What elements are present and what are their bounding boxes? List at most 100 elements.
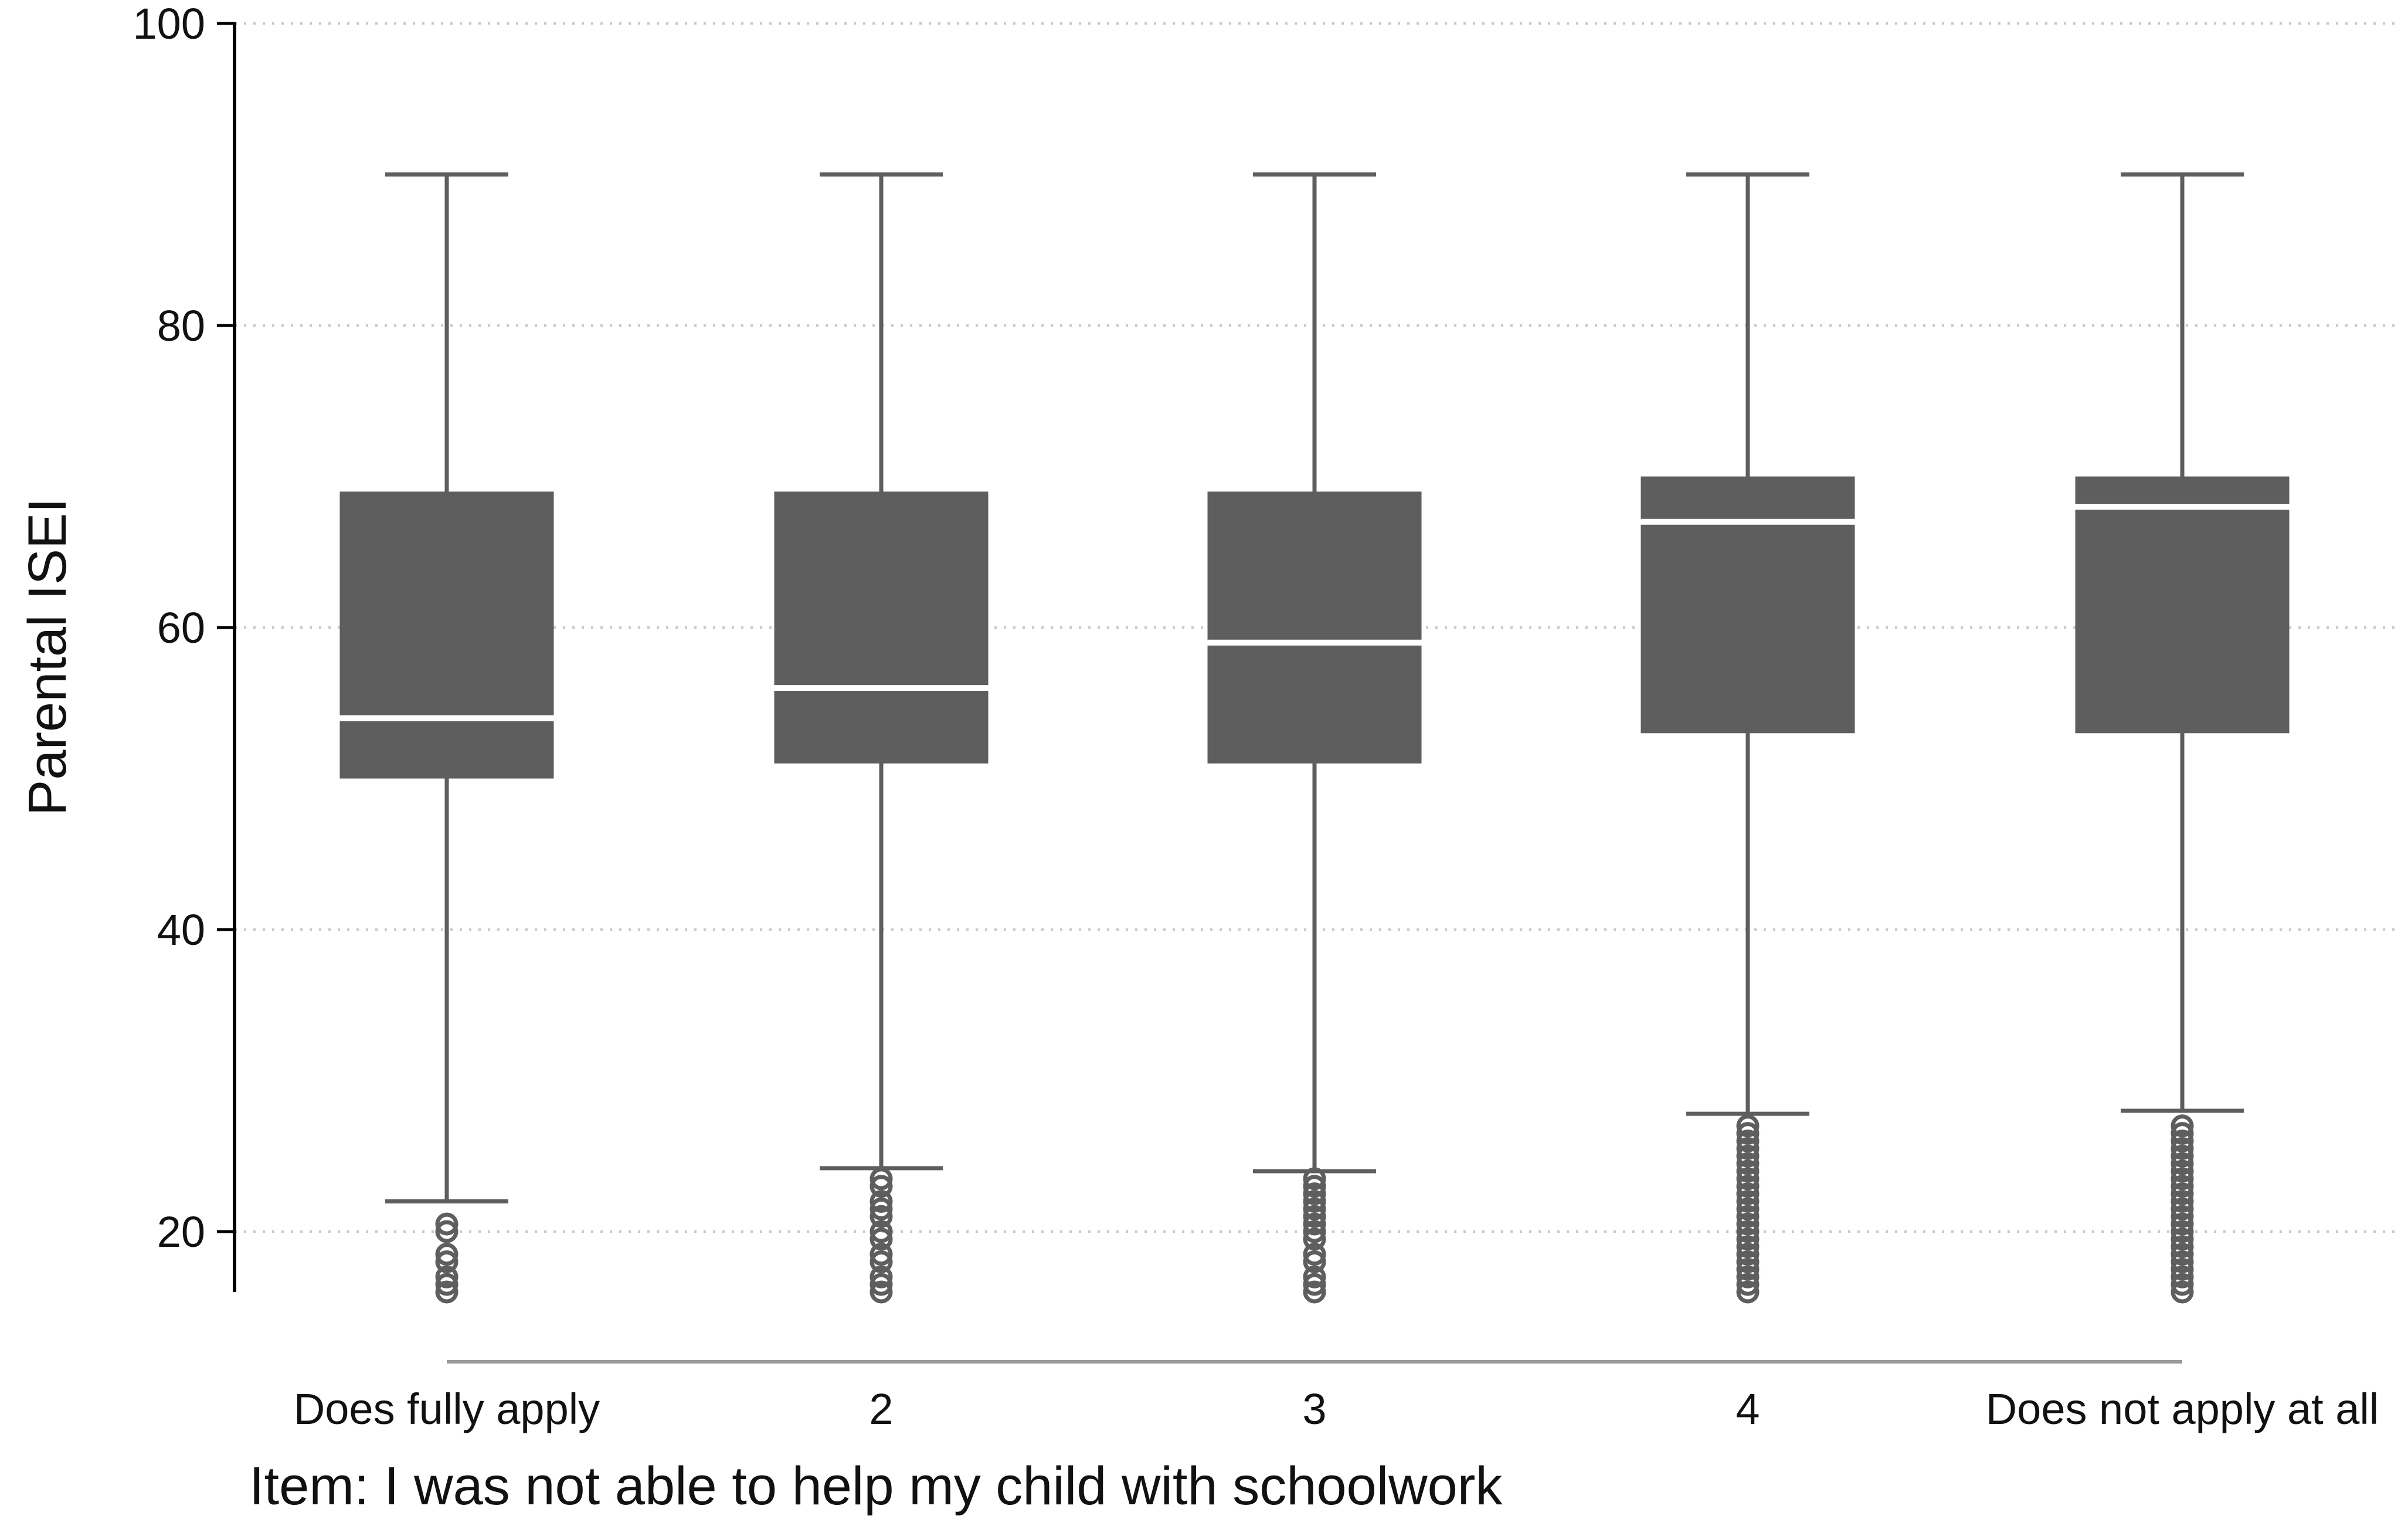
outlier-point [435, 1265, 458, 1288]
outlier-point [870, 1197, 893, 1220]
outlier-point [2171, 1220, 2194, 1243]
outlier-point [870, 1205, 893, 1228]
outlier-point [870, 1250, 893, 1273]
outlier-point [2171, 1265, 2194, 1288]
outlier-point [435, 1273, 458, 1296]
y-tick-label: 80 [157, 301, 205, 350]
x-tick-label: 3 [1302, 1385, 1326, 1433]
outlier-point [1303, 1175, 1326, 1198]
outlier-point [1736, 1265, 1760, 1288]
outlier-point [870, 1280, 893, 1304]
outlier-point [2171, 1273, 2194, 1296]
outlier-point [1303, 1280, 1326, 1304]
y-tick-label: 60 [157, 603, 205, 652]
outlier-point [870, 1243, 893, 1266]
x-tick-label: 4 [1735, 1385, 1760, 1433]
outlier-point [870, 1273, 893, 1296]
x-tick-label: Does fully apply [294, 1385, 600, 1433]
outlier-point [2171, 1257, 2194, 1281]
outlier-point [870, 1220, 893, 1243]
outlier-point [2171, 1144, 2194, 1168]
outlier-point [1736, 1273, 1760, 1296]
iqr-box [1207, 491, 1422, 764]
outlier-point [1736, 1137, 1760, 1160]
outlier-point [1736, 1212, 1760, 1236]
outlier-point [435, 1212, 458, 1236]
outlier-point [1736, 1144, 1760, 1168]
x-tick-label: 2 [869, 1385, 893, 1433]
outlier-point [2171, 1137, 2194, 1160]
outlier-point [1303, 1197, 1326, 1220]
outlier-point [1736, 1243, 1760, 1266]
outlier-point [1736, 1130, 1760, 1152]
outlier-point [1736, 1235, 1760, 1259]
box-group [2075, 172, 2290, 1304]
outlier-point [1736, 1205, 1760, 1228]
outlier-point [1736, 1167, 1760, 1191]
outlier-point [1303, 1250, 1326, 1273]
outlier-point [1736, 1152, 1760, 1175]
outlier-point [2171, 1152, 2194, 1175]
x-tick-label: Does not apply at all [1986, 1385, 2379, 1433]
outlier-point [1303, 1227, 1326, 1251]
outlier-point [1736, 1227, 1760, 1251]
outlier-point [1736, 1122, 1760, 1145]
outlier-point [2171, 1280, 2194, 1304]
y-tick-label: 20 [157, 1208, 205, 1256]
outlier-point [2171, 1243, 2194, 1266]
y-axis: 20 40 60 80 100 [133, 0, 236, 1292]
iqr-box [774, 491, 989, 764]
outlier-point [435, 1280, 458, 1304]
outlier-point [870, 1190, 893, 1213]
outlier-point [1303, 1205, 1326, 1228]
outlier-point [870, 1167, 893, 1191]
iqr-box [1641, 476, 1855, 734]
outlier-point [2171, 1167, 2194, 1191]
outlier-point [2171, 1250, 2194, 1273]
outlier-point [870, 1175, 893, 1198]
iqr-box [2075, 476, 2290, 734]
outlier-point [870, 1227, 893, 1251]
x-axis: Does fully apply 2 3 4 Does not apply at all [294, 1360, 2379, 1433]
y-tick-label: 40 [157, 906, 205, 954]
outlier-point [2171, 1205, 2194, 1228]
outlier-point [1303, 1212, 1326, 1236]
y-axis-title: Parental ISEI [18, 498, 77, 816]
outlier-point [1736, 1175, 1760, 1198]
outlier-point [435, 1250, 458, 1273]
outlier-point [1736, 1280, 1760, 1304]
iqr-box [339, 491, 554, 779]
x-axis-title: Item: I was not able to help my child wi… [249, 1456, 1503, 1516]
outlier-point [435, 1243, 458, 1266]
outlier-point [2171, 1235, 2194, 1259]
outlier-point [2171, 1190, 2194, 1213]
outlier-point [1736, 1182, 1760, 1206]
outlier-point [2171, 1175, 2194, 1198]
outlier-point [1736, 1159, 1760, 1183]
outlier-point [1303, 1190, 1326, 1213]
outlier-point [2171, 1122, 2194, 1145]
box-group [774, 172, 989, 1304]
outlier-point [1303, 1167, 1326, 1191]
outlier-point [2171, 1212, 2194, 1236]
outlier-point [1736, 1220, 1760, 1243]
outlier-point [2171, 1159, 2194, 1183]
outlier-point [870, 1265, 893, 1288]
outlier-point [2171, 1114, 2194, 1138]
outlier-point [2171, 1130, 2194, 1152]
box-group [339, 172, 554, 1304]
outlier-point [1303, 1265, 1326, 1288]
outlier-point [1736, 1257, 1760, 1281]
outlier-point [1736, 1114, 1760, 1138]
box-group [1207, 172, 1422, 1304]
outlier-point [435, 1220, 458, 1243]
outlier-point [1736, 1190, 1760, 1213]
outlier-point [2171, 1182, 2194, 1206]
boxes [339, 172, 2290, 1304]
box-group [1641, 172, 1855, 1304]
outlier-point [2171, 1197, 2194, 1220]
outlier-point [1303, 1220, 1326, 1243]
outlier-point [1736, 1197, 1760, 1220]
outlier-point [1303, 1273, 1326, 1296]
